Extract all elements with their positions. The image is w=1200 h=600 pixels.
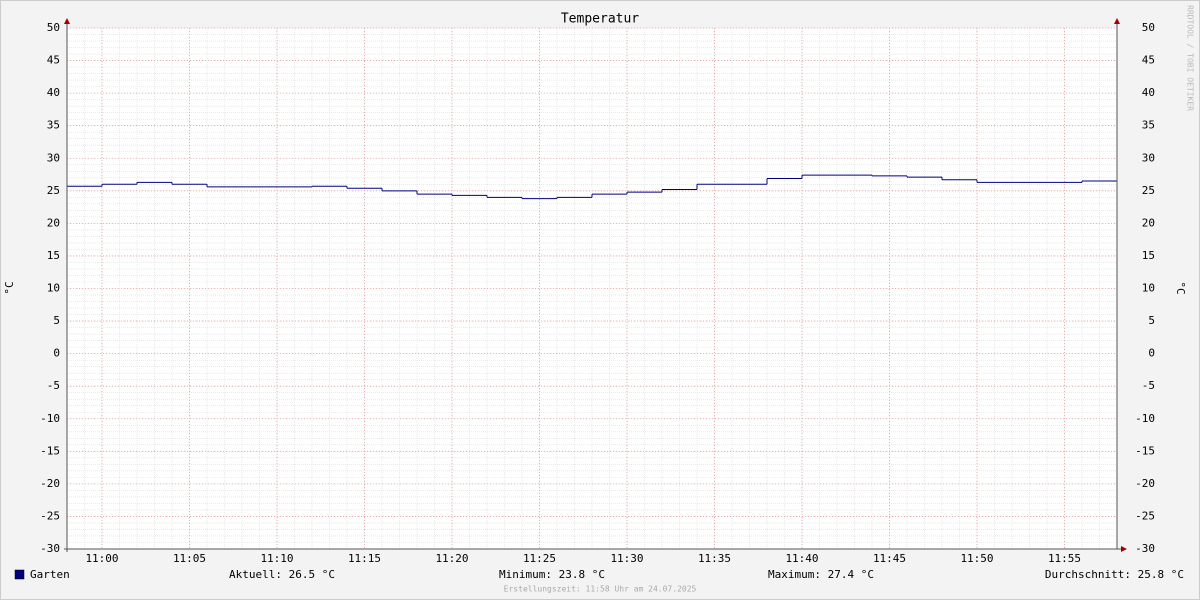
y-tick-label: 5 <box>53 314 60 327</box>
y2-tick-label: -30 <box>1135 542 1155 555</box>
legend-stat: Aktuell: 26.5 °C <box>229 568 335 581</box>
x-tick-label: 11:45 <box>873 552 906 565</box>
y-tick-label: 10 <box>47 282 60 295</box>
axis-arrow <box>64 18 70 24</box>
x-tick-label: 11:30 <box>610 552 643 565</box>
x-tick-label: 11:20 <box>435 552 468 565</box>
y2-tick-label: 5 <box>1148 314 1155 327</box>
y-tick-label: -30 <box>40 542 60 555</box>
axis-arrow <box>1114 18 1120 24</box>
legend-stat: Durchschnitt: 25.8 °C <box>1045 568 1184 581</box>
y2-tick-label: 25 <box>1142 184 1155 197</box>
x-tick-label: 11:40 <box>785 552 818 565</box>
footer: Erstellungszeit: 11:58 Uhr am 24.07.2025 <box>504 585 697 594</box>
y-tick-label: -25 <box>40 509 60 522</box>
y-tick-label: 40 <box>47 86 60 99</box>
y2-tick-label: -10 <box>1135 412 1155 425</box>
y-tick-label: 45 <box>47 54 60 67</box>
watermark: RRDTOOL / TOBI OETIKER <box>1186 5 1195 111</box>
y2-tick-label: -5 <box>1142 379 1155 392</box>
x-tick-label: 11:35 <box>698 552 731 565</box>
y2-tick-label: 50 <box>1142 21 1155 34</box>
y-tick-label: -15 <box>40 444 60 457</box>
y-tick-label: 0 <box>53 347 60 360</box>
x-tick-label: 11:05 <box>173 552 206 565</box>
y-tick-label: 30 <box>47 151 60 164</box>
x-tick-label: 11:50 <box>960 552 993 565</box>
y2-tick-label: 35 <box>1142 119 1155 132</box>
y2-tick-label: 45 <box>1142 54 1155 67</box>
legend-label: Garten <box>30 568 70 581</box>
x-tick-label: 11:00 <box>85 552 118 565</box>
y2-tick-label: 10 <box>1142 282 1155 295</box>
y-tick-label: 20 <box>47 216 60 229</box>
y2-tick-label: 15 <box>1142 249 1155 262</box>
y-tick-label: 35 <box>47 119 60 132</box>
y2-axis-label: °C <box>1174 281 1187 294</box>
x-tick-label: 11:55 <box>1048 552 1081 565</box>
chart-title: Temperatur <box>561 12 639 27</box>
y2-tick-label: -25 <box>1135 509 1155 522</box>
y-tick-label: -5 <box>47 379 60 392</box>
y2-tick-label: -15 <box>1135 444 1155 457</box>
legend-stat: Maximum: 27.4 °C <box>768 568 874 581</box>
y-tick-label: -20 <box>40 477 60 490</box>
y2-tick-label: 0 <box>1148 347 1155 360</box>
y2-tick-label: 40 <box>1142 86 1155 99</box>
legend-stat: Minimum: 23.8 °C <box>499 568 605 581</box>
legend-swatch <box>14 569 25 580</box>
x-tick-label: 11:25 <box>523 552 556 565</box>
x-tick-label: 11:10 <box>260 552 293 565</box>
x-tick-label: 11:15 <box>348 552 381 565</box>
y-tick-label: 50 <box>47 21 60 34</box>
y-tick-label: -10 <box>40 412 60 425</box>
y-tick-label: 15 <box>47 249 60 262</box>
y2-tick-label: -20 <box>1135 477 1155 490</box>
y2-tick-label: 20 <box>1142 216 1155 229</box>
y2-tick-label: 30 <box>1142 151 1155 164</box>
y-axis-label: °C <box>3 281 16 294</box>
axis-arrow <box>1121 546 1127 552</box>
y-tick-label: 25 <box>47 184 60 197</box>
